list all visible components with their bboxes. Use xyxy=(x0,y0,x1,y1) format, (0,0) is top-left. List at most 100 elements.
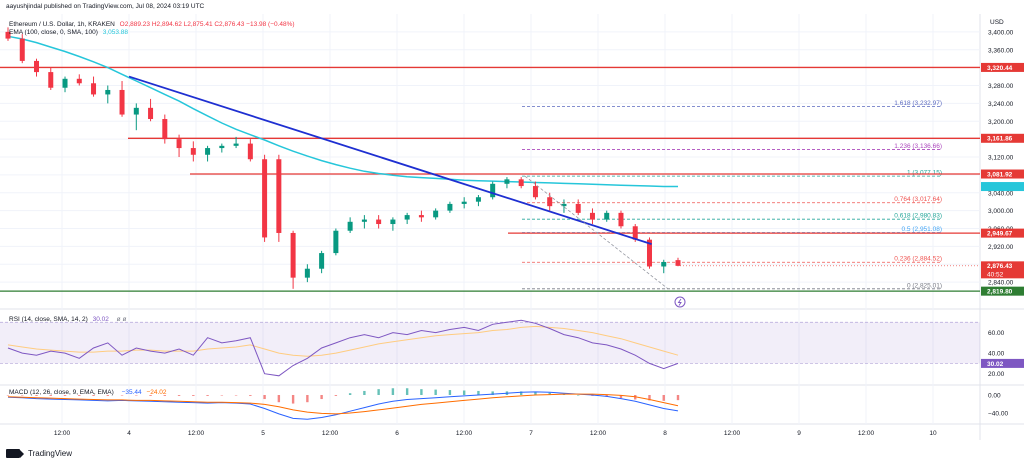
macd-histogram-bar xyxy=(448,390,452,395)
macd-histogram-bar xyxy=(106,395,109,396)
time-tick-label: 12:00 xyxy=(858,430,875,437)
price-tick-label: 3,120.00 xyxy=(988,155,1014,162)
time-tick-label: 12:00 xyxy=(456,430,473,437)
candle-body xyxy=(532,186,538,198)
fib-level-label: 0.236 (2,884.52) xyxy=(894,256,942,263)
macd-histogram-bar xyxy=(676,395,680,401)
macd-histogram-bar xyxy=(21,395,24,396)
tradingview-logo-icon xyxy=(6,449,24,458)
candle-body xyxy=(162,119,168,140)
candle-body xyxy=(219,145,225,149)
macd-histogram-bar xyxy=(534,391,537,395)
candle-body xyxy=(547,197,553,207)
fib-level-label: 0.618 (2,980.83) xyxy=(894,213,942,220)
macd-histogram-bar xyxy=(477,390,480,395)
level-price-tag xyxy=(981,169,1024,179)
macd-histogram-bar xyxy=(619,395,623,399)
bearish-trend-line xyxy=(128,75,652,245)
macd-histogram-bar xyxy=(648,395,651,401)
candle-body xyxy=(604,212,610,220)
candle-body xyxy=(34,60,40,73)
fib-level-label: 0.764 (3,017.64) xyxy=(894,196,942,203)
macd-histogram-bar xyxy=(306,395,309,403)
candle-body xyxy=(319,253,325,269)
level-price-label: 2,819.80 xyxy=(987,289,1013,296)
macd-histogram-bar xyxy=(434,389,437,395)
rsi-band-fill xyxy=(0,322,980,364)
time-tick-label: 12:00 xyxy=(188,430,205,437)
candle-body xyxy=(247,143,253,160)
macd-tick-label: 0.00 xyxy=(988,393,1001,400)
time-tick-label: 8 xyxy=(663,430,667,437)
macd-histogram-bar xyxy=(320,395,323,400)
published-text: aayushjindal published on TradingView.co… xyxy=(6,3,205,10)
candle-body xyxy=(661,262,667,267)
candle-body xyxy=(376,219,382,225)
candle-body xyxy=(646,239,652,267)
price-tick-label: 3,240.00 xyxy=(988,101,1014,108)
ema-value: 3,053.88 xyxy=(102,29,128,36)
macd-histogram-bar xyxy=(206,395,209,396)
currency-label: USD xyxy=(990,19,1004,26)
candle-body xyxy=(561,203,567,207)
rsi-pane xyxy=(0,319,980,377)
macd-histogram-bar xyxy=(291,395,295,404)
rsi-value: 30.02 xyxy=(92,316,109,323)
published-line: aayushjindal published on TradingView.co… xyxy=(6,3,204,10)
candle-body xyxy=(290,232,296,278)
last-price-label: 2,876.43 xyxy=(987,263,1013,270)
candle-body xyxy=(133,107,139,115)
candle-body xyxy=(404,215,410,220)
level-price-label: 3,161.86 xyxy=(987,136,1013,143)
level-price-tag xyxy=(981,62,1024,72)
candle-body xyxy=(205,148,211,155)
candle-body xyxy=(447,203,453,211)
candle-body xyxy=(575,203,581,213)
level-price-label: 3,320.44 xyxy=(987,65,1013,72)
fib-anchor-line xyxy=(524,175,669,290)
symbol-title: Ethereum / U.S. Dollar, 1h, KRAKEN xyxy=(9,21,115,28)
price-tick-label: 3,400.00 xyxy=(988,29,1014,36)
rsi-tick-label: 60.00 xyxy=(988,330,1005,337)
tradingview-brand[interactable]: TradingView xyxy=(6,449,72,458)
price-tick-label: 3,200.00 xyxy=(988,119,1014,126)
candle-body xyxy=(433,210,439,218)
grid-layer xyxy=(0,14,1024,440)
macd-label: MACD (12, 26, close, 9, EMA, EMA) xyxy=(9,389,114,396)
fib-level-label: 1 (3,077.15) xyxy=(907,170,942,177)
price-tick-label: 2,920.00 xyxy=(988,244,1014,251)
candle-body xyxy=(119,89,125,115)
rsi-tick-label: 20.00 xyxy=(988,371,1005,378)
ema-label: EMA (100, close, 0, SMA, 100) xyxy=(9,29,98,36)
macd-legend: MACD (12, 26, close, 9, EMA, EMA) −35.44… xyxy=(9,389,167,396)
candle-body xyxy=(76,78,82,84)
candle-body xyxy=(262,159,268,238)
level-price-label: 2,949.67 xyxy=(987,231,1013,238)
time-tick-label: 12:00 xyxy=(590,430,607,437)
macd-histogram-bar xyxy=(577,395,580,396)
fib-level-label: 0 (2,825.01) xyxy=(907,282,942,289)
macd-histogram-bar xyxy=(263,395,266,400)
time-tick-label: 4 xyxy=(127,430,131,437)
level-price-label: 3,081.92 xyxy=(987,171,1013,178)
macd-histogram-bar xyxy=(234,395,238,396)
macd-histogram-bar xyxy=(391,388,395,395)
ema-100-line xyxy=(7,35,678,188)
candle-body xyxy=(48,72,54,88)
time-tick-label: 10 xyxy=(929,430,937,437)
candle-body xyxy=(618,212,624,227)
macd-histogram-bar xyxy=(92,395,95,396)
level-price-tag xyxy=(981,286,1024,296)
candle-body xyxy=(361,219,367,222)
rsi-value-tag xyxy=(981,358,1024,368)
time-tick-label: 7 xyxy=(529,430,533,437)
event-marker-icon xyxy=(674,296,686,308)
main-price-pane: 1.618 (3,232.97) 1.236 (3,136.66) 1 (3,077… xyxy=(0,27,980,308)
candle-body xyxy=(304,268,310,278)
time-tick-label: 9 xyxy=(797,430,801,437)
candle-body xyxy=(632,226,638,240)
last-price-tag xyxy=(981,261,1024,279)
macd-histogram-bar xyxy=(163,395,167,396)
level-price-tag xyxy=(981,228,1024,238)
macd-value-3: −24.02 xyxy=(146,389,167,396)
